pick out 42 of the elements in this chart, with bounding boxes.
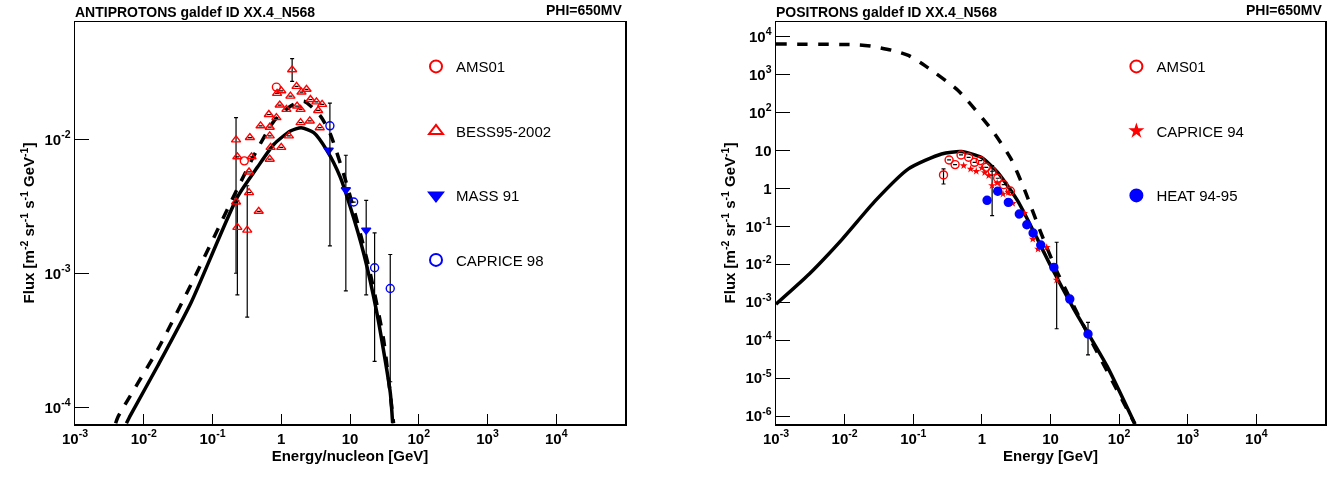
y-tick-label: 10$^{4}$: [748, 25, 772, 45]
y-tick-label: 10: [754, 141, 771, 159]
x-tick-label: 10$^{-1}$: [199, 427, 226, 447]
x-tick-label: 1: [977, 429, 986, 447]
x-tick-label: 10$^{2}$: [1107, 427, 1131, 447]
y-tick-label: 10$^{-1}$: [744, 215, 772, 235]
x-tick-label: 10$^{-2}$: [130, 427, 157, 447]
legend-label: AMS01: [1155, 58, 1206, 76]
x-axis-title: Energy/nucleon [GeV]: [271, 446, 429, 464]
chart-title: ANTIPROTONS galdef ID XX.4_N568: [75, 3, 316, 20]
y-tick-label: 10$^{-3}$: [44, 262, 71, 282]
y-tick-label: 1: [762, 179, 771, 197]
y-tick-label: 10$^{-4}$: [744, 329, 772, 349]
y-tick-label: 10$^{-2}$: [44, 128, 71, 148]
x-tick-label: 10$^{2}$: [407, 427, 431, 447]
y-tick-label: 10$^{-5}$: [744, 367, 772, 387]
y-tick-label: 10$^{-3}$: [744, 291, 772, 311]
y-tick-label: 10$^{-6}$: [744, 405, 772, 425]
legend-label: BESS95-2002: [456, 122, 552, 140]
legend-label: MASS 91: [456, 187, 520, 205]
x-tick-label: 10$^{4}$: [544, 427, 568, 447]
x-tick-label: 10: [1041, 429, 1059, 447]
x-tick-label: 10$^{3}$: [476, 427, 499, 447]
x-tick-label: 10$^{-3}$: [61, 427, 89, 447]
legend-label: AMS01: [456, 58, 506, 76]
y-tick-label: 10$^{-4}$: [44, 396, 71, 416]
x-tick-label: 10$^{3}$: [1175, 427, 1199, 447]
legend-label: HEAT 94-95: [1155, 187, 1238, 205]
x-tick-label: 10$^{-1}$: [899, 427, 926, 447]
y-tick-label: 10$^{3}$: [748, 63, 772, 83]
text: PHI=650MV: [1245, 2, 1323, 18]
x-tick-label: 10: [341, 429, 359, 447]
chart-title: POSITRONS galdef ID XX.4_N568: [775, 3, 997, 20]
text: PHI=650MV: [546, 2, 623, 18]
x-axis-title: Energy [GeV]: [1002, 446, 1098, 464]
y-tick-label: 10$^{2}$: [748, 101, 772, 121]
legend-label: CAPRICE 94: [1155, 122, 1244, 140]
y-tick-label: 10$^{-2}$: [744, 253, 772, 273]
x-tick-label: 1: [277, 429, 286, 447]
x-tick-label: 10$^{4}$: [1244, 427, 1268, 447]
legend-label: CAPRICE 98: [456, 251, 544, 269]
x-tick-label: 10$^{-2}$: [831, 427, 858, 447]
